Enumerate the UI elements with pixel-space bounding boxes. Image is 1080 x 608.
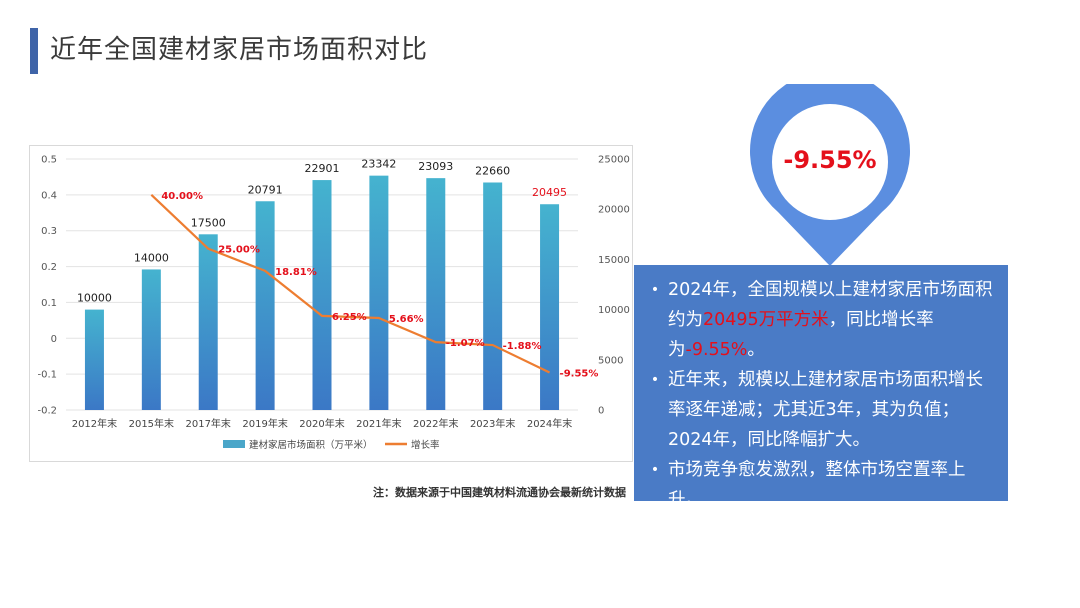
page-title: 近年全国建材家居市场面积对比 (50, 35, 429, 65)
line-data-label: -1.88% (503, 341, 542, 352)
bar (84, 309, 104, 410)
bullet-list: • 2024年，全国规模以上建材家居市场面积约为20495万平方米，同比增长率为-… (642, 275, 1000, 515)
right-axis-tick-label: 5000 (598, 355, 623, 366)
line-data-label: 5.66% (389, 314, 424, 325)
left-axis-tick-label: 0.4 (41, 190, 57, 201)
left-axis-tick-label: 0 (51, 334, 57, 345)
right-axis-tick-label: 20000 (598, 205, 630, 216)
bar-data-label: 23093 (418, 160, 453, 173)
x-axis-tick-label: 2017年末 (185, 417, 230, 430)
bar-data-label: 22901 (305, 162, 340, 175)
highlight-text: -9.55% (685, 340, 748, 360)
bar (141, 269, 161, 410)
bar (426, 178, 446, 410)
bullet-text-part: 市场竞争愈发激烈，整体市场空置率上升。 (668, 460, 966, 510)
bullet-text-part: ，同比增长率为 (668, 310, 934, 360)
x-axis-tick-label: 2021年末 (356, 417, 401, 430)
bullet-dot-icon: • (650, 372, 660, 388)
bar-data-label: 20791 (248, 183, 283, 196)
legend-label-bar: 建材家居市场面积（万平米） (249, 439, 373, 451)
x-axis-tick-label: 2015年末 (129, 417, 174, 430)
left-axis-tick-label: 0.1 (41, 298, 57, 309)
right-axis-tick-label: 10000 (598, 305, 630, 316)
bullet-text-part: 2024年，全国规模以上建材家居市场面积约为 (668, 280, 993, 330)
combo-chart: 0.5 0.4 0.3 0.2 0.1 0 -0.1 -0.2 25000 20000 15000 1… (37, 155, 630, 452)
line-data-label: 18.81% (275, 267, 317, 278)
bullet-item: • 2024年，全国规模以上建材家居市场面积约为20495万平方米，同比增长率为-… (642, 275, 1000, 365)
bar (312, 180, 332, 410)
bar (483, 182, 503, 410)
bar-data-label: 22660 (475, 164, 510, 177)
bar (540, 204, 560, 410)
left-axis-tick-label: -0.2 (37, 406, 57, 417)
x-axis-tick-label: 2023年末 (470, 417, 515, 430)
bar-data-label: 14000 (134, 251, 169, 264)
title-accent-bar (30, 28, 38, 74)
highlight-text: 20495万平方米 (703, 310, 829, 330)
bullet-dot-icon: • (650, 282, 660, 298)
left-axis-tick-label: 0.3 (41, 226, 57, 237)
legend-swatch-bar (223, 440, 245, 448)
bullet-dot-icon: • (650, 462, 660, 478)
x-axis-tick-label: 2022年末 (413, 417, 458, 430)
bullet-text: 近年来，规模以上建材家居市场面积增长率逐年递减；尤其近3年，其为负值；2024年… (668, 365, 1000, 455)
bar-data-label: 10000 (77, 292, 112, 305)
x-axis-tick-label: 2012年末 (72, 417, 117, 430)
bar-data-label: 20495 (532, 186, 567, 199)
bar-data-label: 23342 (361, 158, 396, 171)
left-axis-tick-label: 0.5 (41, 155, 57, 166)
x-axis-tick-label: 2020年末 (299, 417, 344, 430)
bullet-text: 2024年，全国规模以上建材家居市场面积约为20495万平方米，同比增长率为-9… (668, 275, 1000, 365)
bullet-item: • 近年来，规模以上建材家居市场面积增长率逐年递减；尤其近3年，其为负值；2024… (642, 365, 1000, 455)
info-box: • 2024年，全国规模以上建材家居市场面积约为20495万平方米，同比增长率为-… (634, 265, 1008, 510)
callout-value: -9.55% (783, 146, 877, 174)
line-data-label: 40.00% (161, 191, 203, 202)
left-axis-tick-label: -0.1 (37, 370, 57, 381)
line-data-label: 6.25% (332, 312, 367, 323)
chart-frame: 0.5 0.4 0.3 0.2 0.1 0 -0.1 -0.2 25000 20000 15000 1… (29, 145, 633, 462)
bar (369, 175, 389, 410)
map-pin-icon (750, 84, 910, 266)
right-axis-tick-label: 25000 (598, 155, 630, 166)
legend-label-line: 增长率 (411, 439, 440, 451)
bullet-text-part: 近年来，规模以上建材家居市场面积增长率逐年递减；尤其近3年，其为负值；2024年… (668, 370, 983, 450)
line-data-label: 25.00% (218, 245, 260, 256)
bar (255, 201, 275, 410)
bullet-item: • 市场竞争愈发激烈，整体市场空置率上升。 (642, 455, 1000, 515)
x-axis-tick-label: 2024年末 (527, 417, 572, 430)
bullet-text-part: 。 (747, 340, 765, 360)
line-data-label: -9.55% (560, 369, 599, 380)
bullet-text: 市场竞争愈发激烈，整体市场空置率上升。 (668, 455, 1000, 515)
right-axis-tick-label: 0 (598, 406, 604, 417)
right-axis-tick-label: 15000 (598, 255, 630, 266)
left-axis-tick-label: 0.2 (41, 262, 57, 273)
bar (198, 234, 218, 410)
line-data-label: -1.07% (446, 338, 485, 349)
bar-data-label: 17500 (191, 216, 226, 229)
data-source-note: 注：数据来源于中国建筑材料流通协会最新统计数据 (373, 486, 626, 499)
growth-rate-line (150, 194, 551, 374)
x-axis-tick-label: 2019年末 (242, 417, 287, 430)
